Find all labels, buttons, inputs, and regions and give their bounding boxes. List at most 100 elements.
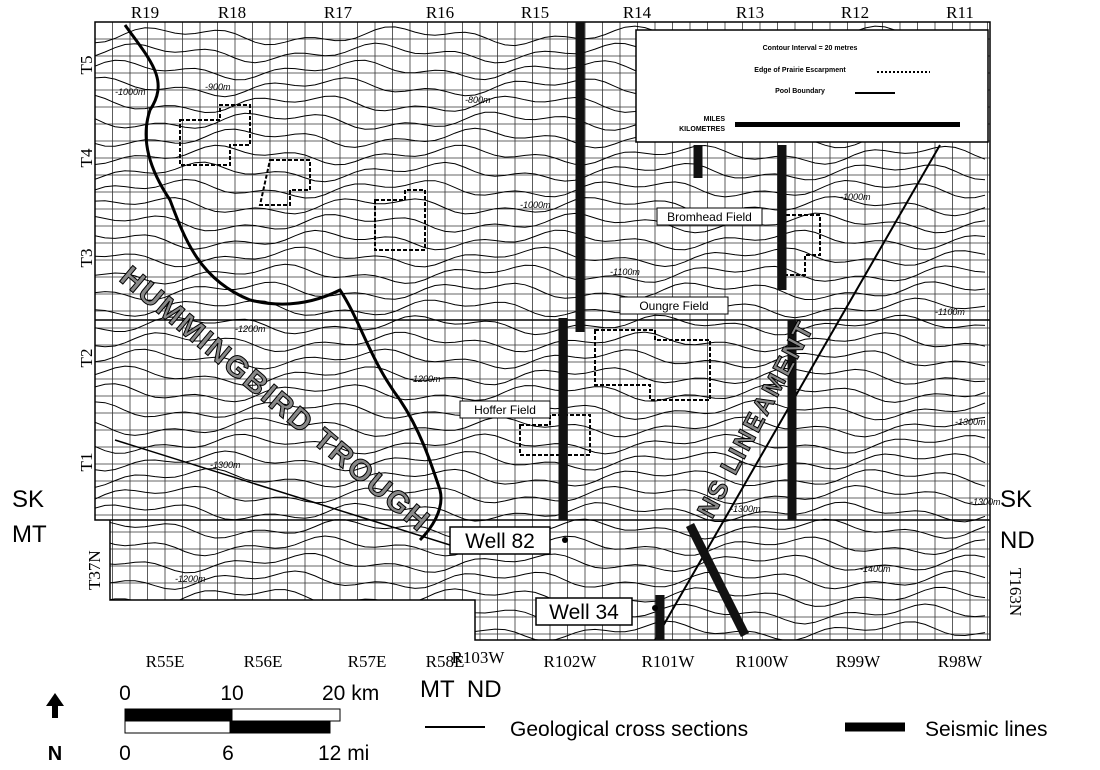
contour-line	[95, 365, 986, 387]
north-arrow	[46, 693, 64, 718]
contour-label: -1300m	[210, 460, 241, 470]
range-label: R99W	[836, 652, 881, 671]
contour-label: -1300m	[730, 504, 761, 514]
field-label: Oungre Field	[639, 299, 708, 313]
contour-line	[95, 468, 986, 488]
legend-label: Geological cross sections	[510, 718, 748, 741]
cross-section-line	[114, 439, 451, 546]
contour-line	[95, 144, 986, 166]
field-box	[656, 207, 763, 226]
seismic-lines	[558, 22, 797, 640]
contour-line	[95, 552, 986, 574]
range-label: R15	[521, 3, 549, 22]
contour-label: -1200m	[175, 574, 206, 584]
well-marker	[652, 605, 658, 611]
contour-line	[95, 383, 986, 403]
block-outline	[94, 21, 991, 641]
range-label: R100W	[736, 652, 790, 671]
contour-label: -800m	[465, 95, 491, 105]
range-label: R55E	[146, 652, 185, 671]
north-label: N	[48, 743, 62, 765]
legend-label: Seismic lines	[925, 718, 1048, 741]
scale-label: 12 mi	[318, 742, 369, 765]
inset-text: Contour Interval = 20 metres	[763, 45, 858, 52]
well-label: Well 82	[465, 530, 535, 553]
range-label: R103W	[452, 648, 506, 667]
escarpment-line	[123, 24, 443, 542]
contour-line	[95, 416, 986, 438]
well-marker	[562, 537, 568, 543]
inset-text: Pool Boundary	[775, 88, 825, 95]
contour-label: -1000m	[840, 192, 871, 202]
range-label: R16	[426, 3, 454, 22]
contour-line	[95, 161, 986, 183]
well-box	[535, 597, 633, 626]
contour-label: -1300m	[955, 417, 986, 427]
scale-label: 10	[220, 682, 243, 705]
contour-line	[95, 586, 986, 607]
scale-label: 0	[119, 682, 131, 705]
contour-line	[95, 127, 986, 149]
range-label: R13	[736, 3, 764, 22]
contour-line	[95, 450, 986, 472]
township-label: T163N	[1006, 568, 1025, 616]
contour-label: -1000m	[520, 200, 551, 210]
township-label: T1	[77, 453, 96, 472]
border-label: MT	[12, 521, 47, 548]
contour-line	[95, 263, 986, 285]
contour-line	[95, 196, 986, 217]
well-label: Well 34	[549, 601, 619, 624]
contour-label: -1400m	[860, 564, 891, 574]
range-label: R17	[324, 3, 353, 22]
contour-line	[95, 297, 986, 319]
well-box	[449, 526, 551, 555]
contour-label: -1300m	[970, 497, 1001, 507]
contour-line	[95, 348, 986, 370]
contour-label: -1000m	[115, 87, 146, 97]
contour-label: -900m	[205, 82, 231, 92]
contour-label: -1200m	[235, 324, 266, 334]
range-label: R19	[131, 3, 159, 22]
township-label: T5	[77, 56, 96, 75]
contour-line	[95, 229, 986, 251]
range-label: R101W	[642, 652, 696, 671]
scale-label: 20 km	[322, 682, 379, 705]
range-label: R56E	[244, 652, 283, 671]
township-label: T4	[77, 148, 96, 167]
range-label: R11	[946, 3, 974, 22]
township-label: T37N	[85, 550, 104, 590]
map-overlay: Contour Interval = 20 metres Edge of Pra…	[94, 21, 991, 641]
contour-line	[95, 433, 986, 455]
border-label: ND	[1000, 527, 1035, 554]
contour-line	[95, 501, 986, 523]
range-label: R57E	[348, 652, 387, 671]
range-label: R18	[218, 3, 246, 22]
contour-line	[95, 570, 986, 590]
border-label: SK	[1000, 486, 1032, 513]
township-label: T2	[77, 349, 96, 368]
range-label: R98W	[938, 652, 983, 671]
range-label: R102W	[544, 652, 598, 671]
contour-label: -1200m	[410, 374, 441, 384]
contour-line	[95, 212, 986, 234]
contour-line	[95, 281, 986, 301]
contour-label: -1100m	[935, 307, 965, 317]
field-label: Bromhead Field	[667, 210, 752, 224]
field-box	[619, 296, 729, 315]
scale-label: 0	[119, 742, 131, 765]
state-border: MT ND	[420, 676, 502, 703]
field-label: Hoffer Field	[474, 403, 536, 417]
inset-scale	[735, 122, 960, 127]
inset-text: MILES	[704, 116, 726, 123]
field-box	[459, 400, 551, 419]
inset-text: Edge of Prairie Escarpment	[754, 67, 846, 74]
scale-label: 6	[222, 742, 234, 765]
range-label: R14	[623, 3, 652, 22]
contour-line	[95, 484, 986, 506]
range-label: R58E	[426, 652, 465, 671]
range-label: R12	[841, 3, 869, 22]
contour-line	[95, 246, 986, 268]
contour-label: -1100m	[610, 267, 640, 277]
